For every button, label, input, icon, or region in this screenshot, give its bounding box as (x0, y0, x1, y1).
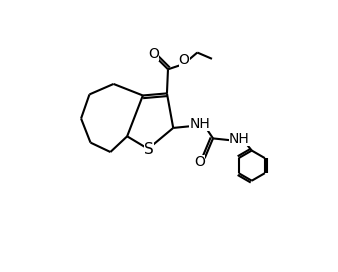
Text: O: O (195, 155, 206, 169)
Text: O: O (179, 53, 190, 67)
Text: O: O (148, 47, 160, 61)
Text: NH: NH (189, 117, 210, 131)
Text: NH: NH (229, 132, 249, 146)
Text: S: S (144, 142, 154, 157)
